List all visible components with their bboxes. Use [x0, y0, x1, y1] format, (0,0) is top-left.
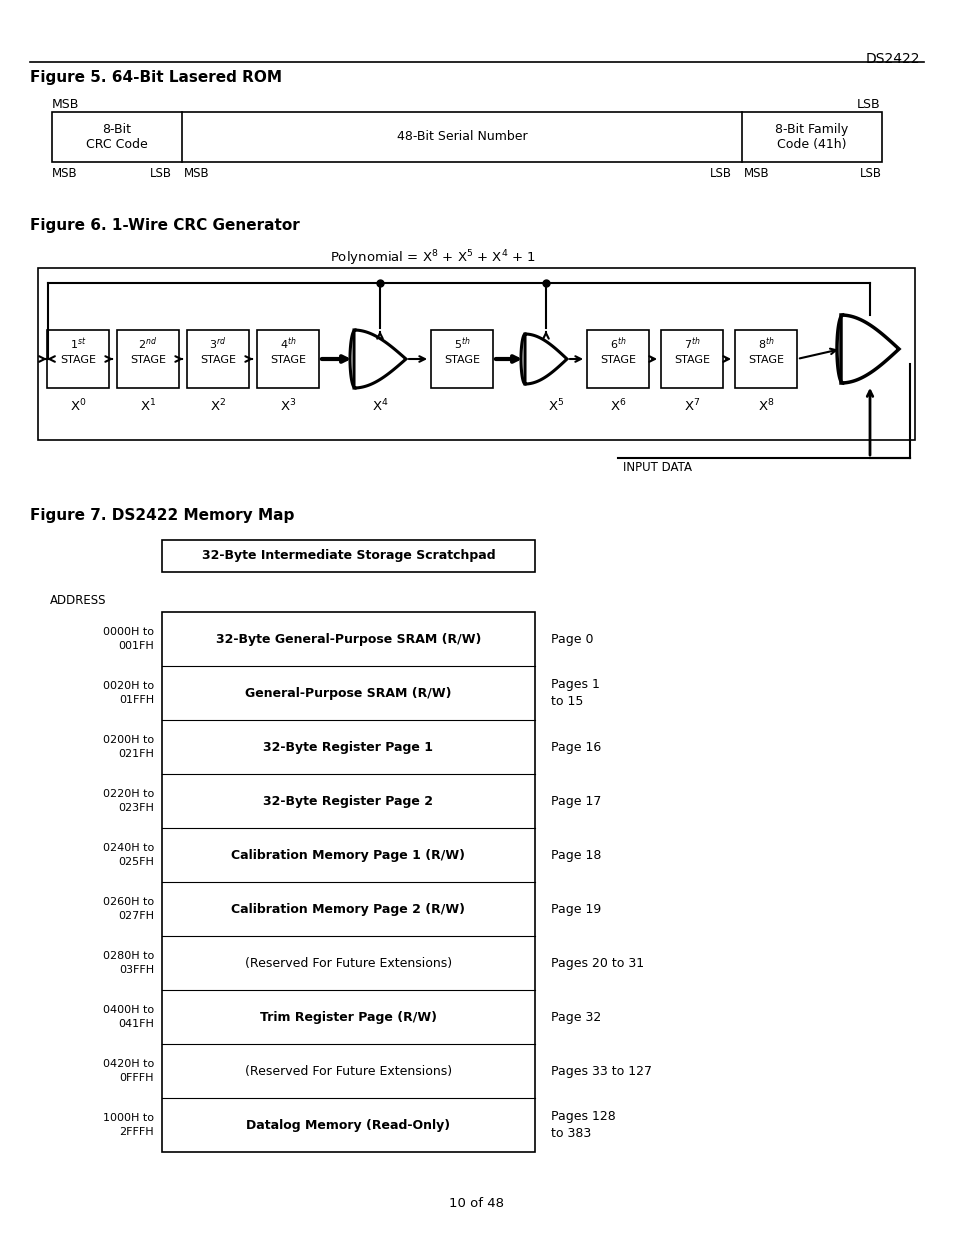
Text: Page 19: Page 19 [551, 903, 600, 915]
Text: MSB: MSB [52, 98, 79, 111]
Text: Figure 7. DS2422 Memory Map: Figure 7. DS2422 Memory Map [30, 508, 294, 522]
Text: ADDRESS: ADDRESS [50, 594, 107, 606]
Bar [162, 540, 535, 572]
Bar [117, 330, 179, 388]
Polygon shape [354, 330, 406, 388]
Polygon shape [524, 333, 566, 384]
Text: (Reserved For Future Extensions): (Reserved For Future Extensions) [245, 956, 452, 969]
Text: 0020H to
01FFH: 0020H to 01FFH [103, 682, 153, 705]
Text: 7$^{th}$: 7$^{th}$ [683, 336, 700, 352]
Text: X$^{7}$: X$^{7}$ [683, 398, 700, 415]
Text: LSB: LSB [859, 167, 882, 180]
Bar [162, 613, 535, 1152]
Text: X$^{1}$: X$^{1}$ [140, 398, 156, 415]
Text: 2$^{nd}$: 2$^{nd}$ [138, 336, 157, 352]
Text: Calibration Memory Page 1 (R/W): Calibration Memory Page 1 (R/W) [232, 848, 465, 862]
Text: 6$^{th}$: 6$^{th}$ [609, 336, 626, 352]
Text: 0200H to
021FH: 0200H to 021FH [103, 735, 153, 758]
Bar [52, 112, 882, 162]
Text: Page 16: Page 16 [551, 741, 600, 753]
Text: X$^{0}$: X$^{0}$ [70, 398, 86, 415]
Text: 10 of 48: 10 of 48 [449, 1197, 504, 1210]
Text: LSB: LSB [150, 167, 172, 180]
Text: STAGE: STAGE [747, 354, 783, 366]
Text: Datalog Memory (Read-Only): Datalog Memory (Read-Only) [246, 1119, 450, 1131]
Text: STAGE: STAGE [130, 354, 166, 366]
Text: Figure 6. 1-Wire CRC Generator: Figure 6. 1-Wire CRC Generator [30, 219, 299, 233]
Text: STAGE: STAGE [673, 354, 709, 366]
Text: X$^{6}$: X$^{6}$ [609, 398, 625, 415]
Text: LSB: LSB [856, 98, 879, 111]
Text: Page 17: Page 17 [551, 794, 600, 808]
Text: STAGE: STAGE [599, 354, 636, 366]
Text: 32-Byte Intermediate Storage Scratchpad: 32-Byte Intermediate Storage Scratchpad [201, 550, 495, 562]
Text: MSB: MSB [184, 167, 210, 180]
Text: (Reserved For Future Extensions): (Reserved For Future Extensions) [245, 1065, 452, 1077]
Text: Pages 20 to 31: Pages 20 to 31 [551, 956, 643, 969]
Text: X$^{4}$: X$^{4}$ [372, 398, 388, 415]
Text: Figure 5. 64-Bit Lasered ROM: Figure 5. 64-Bit Lasered ROM [30, 70, 282, 85]
Text: STAGE: STAGE [60, 354, 96, 366]
Text: X$^{8}$: X$^{8}$ [757, 398, 774, 415]
Text: LSB: LSB [709, 167, 731, 180]
Bar [47, 330, 109, 388]
Text: 32-Byte Register Page 2: 32-Byte Register Page 2 [263, 794, 433, 808]
Text: 8$^{th}$: 8$^{th}$ [757, 336, 774, 352]
Text: Pages 128
to 383: Pages 128 to 383 [551, 1110, 615, 1140]
Polygon shape [841, 315, 898, 383]
Text: 0240H to
025FH: 0240H to 025FH [103, 844, 153, 867]
Text: MSB: MSB [52, 167, 77, 180]
Text: 1000H to
2FFFH: 1000H to 2FFFH [103, 1114, 153, 1136]
Text: 8-Bit
CRC Code: 8-Bit CRC Code [86, 124, 148, 151]
Text: STAGE: STAGE [270, 354, 306, 366]
Text: INPUT DATA: INPUT DATA [622, 461, 691, 474]
Text: Polynomial = X$^8$ + X$^5$ + X$^4$ + 1: Polynomial = X$^8$ + X$^5$ + X$^4$ + 1 [330, 248, 536, 268]
Text: Page 18: Page 18 [551, 848, 600, 862]
Text: 0280H to
03FFH: 0280H to 03FFH [103, 951, 153, 974]
Text: 1$^{st}$: 1$^{st}$ [70, 336, 86, 352]
Text: Pages 33 to 127: Pages 33 to 127 [551, 1065, 651, 1077]
Bar [660, 330, 722, 388]
Text: 3$^{rd}$: 3$^{rd}$ [209, 336, 227, 352]
Text: 0400H to
041FH: 0400H to 041FH [103, 1005, 153, 1029]
Text: 4$^{th}$: 4$^{th}$ [279, 336, 296, 352]
Text: Page 0: Page 0 [551, 632, 593, 646]
Text: Calibration Memory Page 2 (R/W): Calibration Memory Page 2 (R/W) [232, 903, 465, 915]
Bar [38, 268, 914, 440]
Text: X$^{2}$: X$^{2}$ [210, 398, 226, 415]
Bar [256, 330, 318, 388]
Bar [187, 330, 249, 388]
Text: X$^{5}$: X$^{5}$ [547, 398, 563, 415]
Bar [586, 330, 648, 388]
Text: 48-Bit Serial Number: 48-Bit Serial Number [396, 131, 527, 143]
Bar [734, 330, 796, 388]
Bar [431, 330, 493, 388]
Text: Pages 1
to 15: Pages 1 to 15 [551, 678, 599, 708]
Text: X$^{3}$: X$^{3}$ [279, 398, 295, 415]
Text: 0260H to
027FH: 0260H to 027FH [103, 898, 153, 920]
Text: STAGE: STAGE [443, 354, 479, 366]
Text: 0000H to
001FH: 0000H to 001FH [103, 627, 153, 651]
Text: Trim Register Page (R/W): Trim Register Page (R/W) [260, 1010, 436, 1024]
Text: 0220H to
023FH: 0220H to 023FH [103, 789, 153, 813]
Text: MSB: MSB [743, 167, 769, 180]
Text: STAGE: STAGE [200, 354, 235, 366]
Text: 8-Bit Family
Code (41h): 8-Bit Family Code (41h) [775, 124, 848, 151]
Text: 32-Byte Register Page 1: 32-Byte Register Page 1 [263, 741, 433, 753]
Text: DS2422: DS2422 [864, 52, 919, 65]
Text: 0420H to
0FFFH: 0420H to 0FFFH [103, 1060, 153, 1083]
Text: 5$^{th}$: 5$^{th}$ [454, 336, 470, 352]
Text: Page 32: Page 32 [551, 1010, 600, 1024]
Text: 32-Byte General-Purpose SRAM (R/W): 32-Byte General-Purpose SRAM (R/W) [215, 632, 480, 646]
Text: General-Purpose SRAM (R/W): General-Purpose SRAM (R/W) [245, 687, 452, 699]
